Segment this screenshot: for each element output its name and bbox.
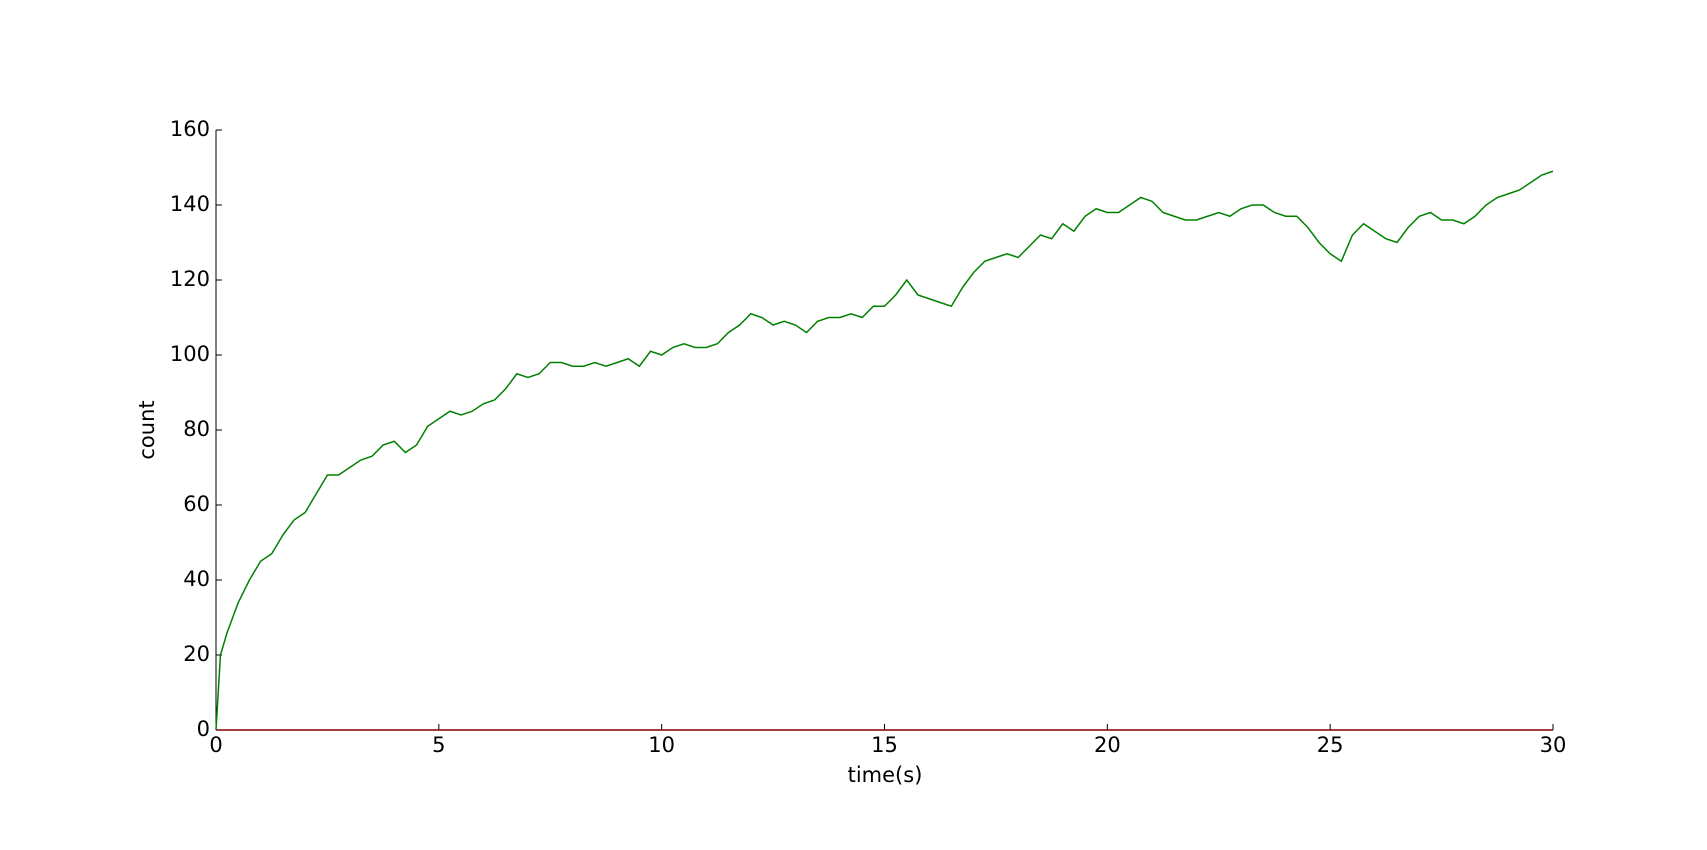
y-tick-label: 20 [183,642,210,666]
x-axis-label: time(s) [848,763,923,787]
x-tick-label: 5 [432,733,445,757]
y-tick-label: 160 [170,117,210,141]
y-tick-label: 100 [170,342,210,366]
y-tick-label: 40 [183,567,210,591]
x-tick-label: 20 [1094,733,1121,757]
y-tick-label: 0 [197,717,210,741]
x-tick-label: 15 [871,733,898,757]
y-tick-label: 120 [170,267,210,291]
y-tick-label: 60 [183,492,210,516]
x-tick-label: 25 [1317,733,1344,757]
y-tick-label: 140 [170,192,210,216]
y-axis-label: count [135,400,159,459]
x-tick-label: 0 [209,733,222,757]
y-tick-label: 80 [183,417,210,441]
data-line [215,170,1554,731]
x-tick-label: 10 [648,733,675,757]
x-tick-label: 30 [1540,733,1567,757]
